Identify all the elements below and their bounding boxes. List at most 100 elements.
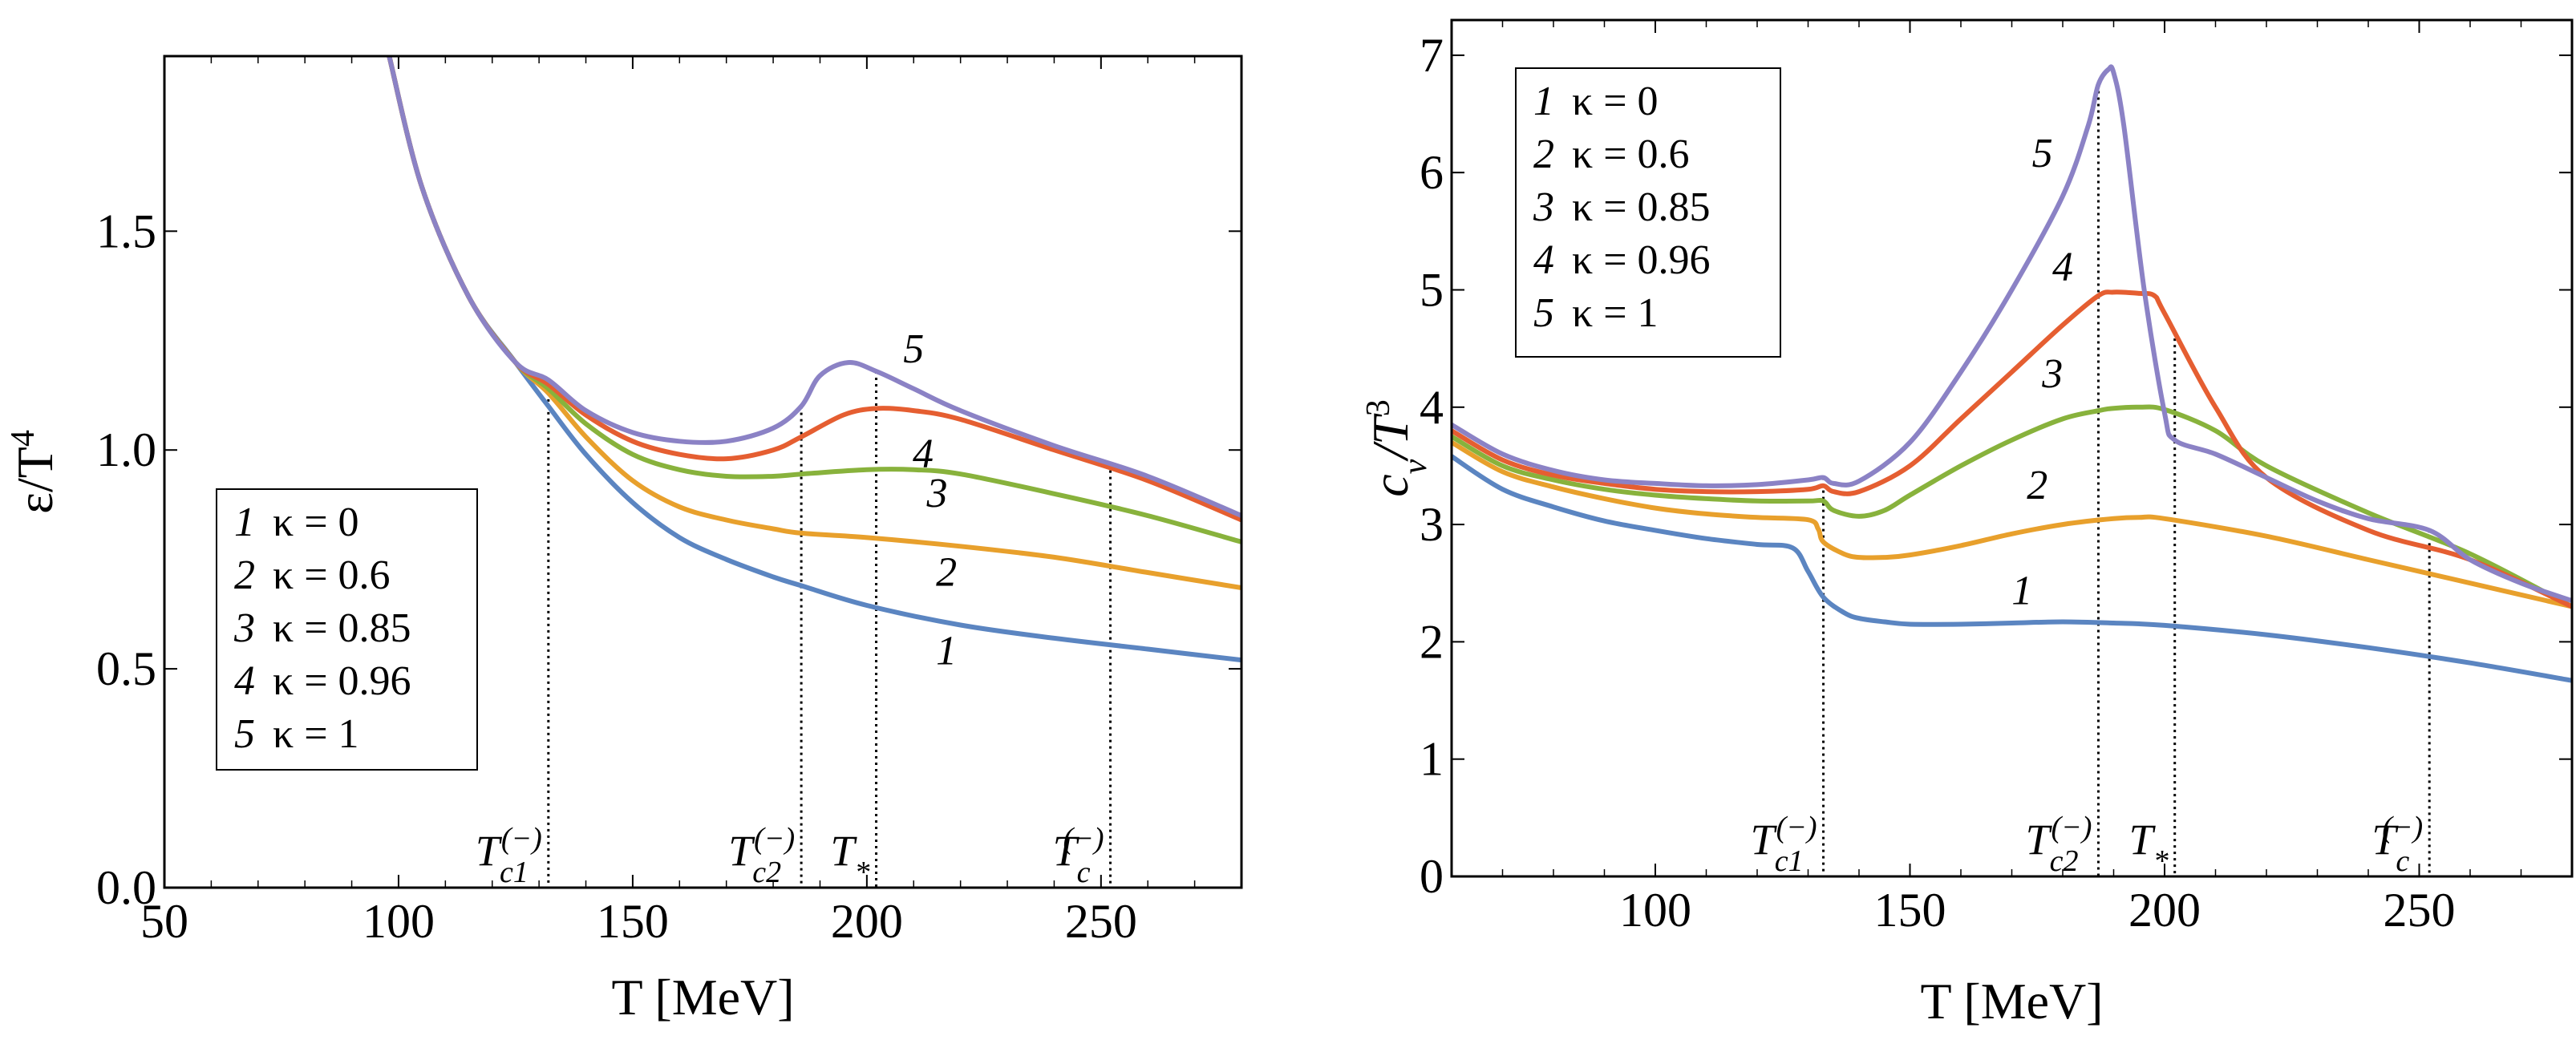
y-axis-label-c: c: [1362, 474, 1419, 496]
y-tick-label: 2: [1420, 615, 1444, 668]
marker-label-superscript: (−): [501, 822, 542, 856]
legend-entry: κ = 0.85: [1572, 184, 1711, 230]
legend-number: 5: [1533, 290, 1554, 336]
marker-label: T*: [831, 827, 870, 889]
marker-label: Tc2(−): [2026, 811, 2092, 878]
marker-label: Tc(−): [2371, 811, 2423, 878]
series-line-3: [1452, 404, 2572, 609]
series-label-1: 1: [2011, 569, 2032, 614]
legend-number: 1: [234, 500, 255, 545]
legend-entry: κ = 0.6: [273, 552, 391, 598]
energy-density-y-axis-label: ε/T4: [5, 430, 63, 514]
legend-number: 2: [1533, 132, 1554, 177]
series-label-5: 5: [903, 326, 924, 372]
marker-label-superscript: (−): [2382, 811, 2423, 844]
marker-label-main: T: [2026, 815, 2053, 864]
legend-number: 4: [234, 658, 255, 704]
series-label-2: 2: [936, 549, 957, 595]
specific-heat-plot-frame: [1450, 18, 2574, 878]
legend-number: 3: [233, 605, 255, 651]
marker-label-subscript: c: [1077, 856, 1091, 889]
specific-heat-y-axis-label: cv/T3: [1360, 399, 1434, 496]
x-tick-label: 150: [1874, 884, 1946, 937]
legend-box: [216, 488, 478, 771]
y-tick-label: 0.0: [96, 861, 156, 914]
y-tick-label: 0: [1420, 850, 1444, 903]
energy-density-ticks: 50 100 150 200 250 0.0 0.5 1.0 1.5: [96, 56, 1242, 948]
specific-heat-series: 1 2 3 4 5: [1452, 64, 2572, 683]
x-tick-label: 150: [597, 895, 669, 948]
specific-heat-legend: 1 κ = 0 2 κ = 0.6 3 κ = 0.85 4 κ = 0.96 5 κ = 1: [1515, 67, 1781, 358]
energy-density-markers: Tc1(−) Tc2(−) T* Tc(−): [476, 370, 1112, 889]
legend-entry: κ = 0: [1572, 79, 1659, 124]
marker-label-superscript: (−): [754, 822, 795, 856]
y-axis-label-exponent: 4: [5, 430, 42, 447]
y-tick-label: 4: [1420, 381, 1444, 434]
x-tick-label: 250: [1065, 895, 1137, 948]
marker-label-subscript: *: [855, 856, 870, 889]
energy-density-legend: 1 κ = 0 2 κ = 0.6 3 κ = 0.85 4 κ = 0.96 5 κ = 1: [216, 488, 478, 771]
marker-label-subscript: c: [2396, 844, 2409, 878]
legend-number: 2: [234, 552, 255, 598]
y-tick-label: 3: [1420, 498, 1444, 551]
y-tick-label: 0.5: [96, 642, 156, 695]
y-tick-label: 1: [1420, 733, 1444, 786]
marker-label-main: T: [476, 827, 503, 875]
y-axis-label-base: ε/T: [6, 447, 63, 514]
legend-entry: κ = 1: [1572, 290, 1659, 336]
legend-number: 5: [234, 711, 255, 757]
legend-number: 3: [1533, 184, 1554, 230]
x-tick-label: 250: [2384, 884, 2456, 937]
series-label-1: 1: [936, 629, 957, 674]
marker-label: Tc1(−): [1751, 811, 1817, 878]
marker-label-subscript: c1: [500, 856, 529, 889]
series-line-1: [1452, 454, 2572, 683]
y-tick-label: 6: [1420, 146, 1444, 199]
marker-label-main: T: [728, 827, 755, 875]
specific-heat-markers: Tc1(−) Tc2(−) T* Tc(−): [1751, 84, 2431, 878]
marker-label: T*: [2129, 815, 2169, 878]
specific-heat-x-axis-label: T [MeV]: [1920, 973, 2103, 1030]
marker-label-superscript: (−): [2051, 811, 2092, 844]
series-line-1: [387, 56, 1241, 663]
x-tick-label: 50: [140, 895, 188, 948]
marker-label-main: T: [2371, 815, 2399, 864]
y-axis-label-tail: /T: [1362, 413, 1419, 462]
series-label-5: 5: [2032, 131, 2053, 176]
marker-label: Tc2(−): [728, 822, 795, 889]
marker-label-subscript: c1: [1775, 844, 1804, 878]
x-tick-label: 200: [831, 895, 903, 948]
legend-entry: κ = 0.85: [273, 605, 411, 651]
marker-label-superscript: (−): [1063, 822, 1104, 856]
series-label-3: 3: [2041, 351, 2063, 397]
legend-entry: κ = 0.96: [1572, 237, 1711, 283]
energy-density-series: 1 2 34 5: [387, 56, 1241, 674]
y-axis-label-exponent: 3: [1360, 399, 1397, 416]
marker-label: Tc(−): [1053, 822, 1104, 889]
series-label-3: 3: [925, 471, 947, 516]
legend-number: 1: [1533, 79, 1554, 124]
y-tick-label: 1.5: [96, 204, 156, 257]
series-line-5: [387, 56, 1241, 519]
x-tick-label: 200: [2128, 884, 2201, 937]
marker-label-subscript: *: [2153, 844, 2169, 878]
x-tick-label: 100: [363, 895, 435, 948]
legend-box: [1515, 67, 1781, 358]
y-tick-label: 7: [1420, 29, 1444, 82]
series-label-2: 2: [2027, 463, 2047, 508]
marker-label-superscript: (−): [1776, 811, 1817, 844]
marker-label-main: T: [1053, 827, 1080, 875]
marker-label-subscript: c2: [2050, 844, 2079, 878]
legend-entry: κ = 1: [273, 711, 359, 757]
marker-label: Tc1(−): [476, 822, 542, 889]
legend-entry: κ = 0.96: [273, 658, 411, 704]
legend-entry: κ = 0.6: [1572, 132, 1690, 177]
marker-label-main: T: [831, 827, 858, 875]
x-tick-label: 100: [1619, 884, 1691, 937]
energy-density-plot-frame: [163, 55, 1243, 889]
series-line-4: [387, 56, 1241, 523]
marker-label-subscript: c2: [752, 856, 781, 889]
marker-label-main: T: [1751, 815, 1778, 864]
